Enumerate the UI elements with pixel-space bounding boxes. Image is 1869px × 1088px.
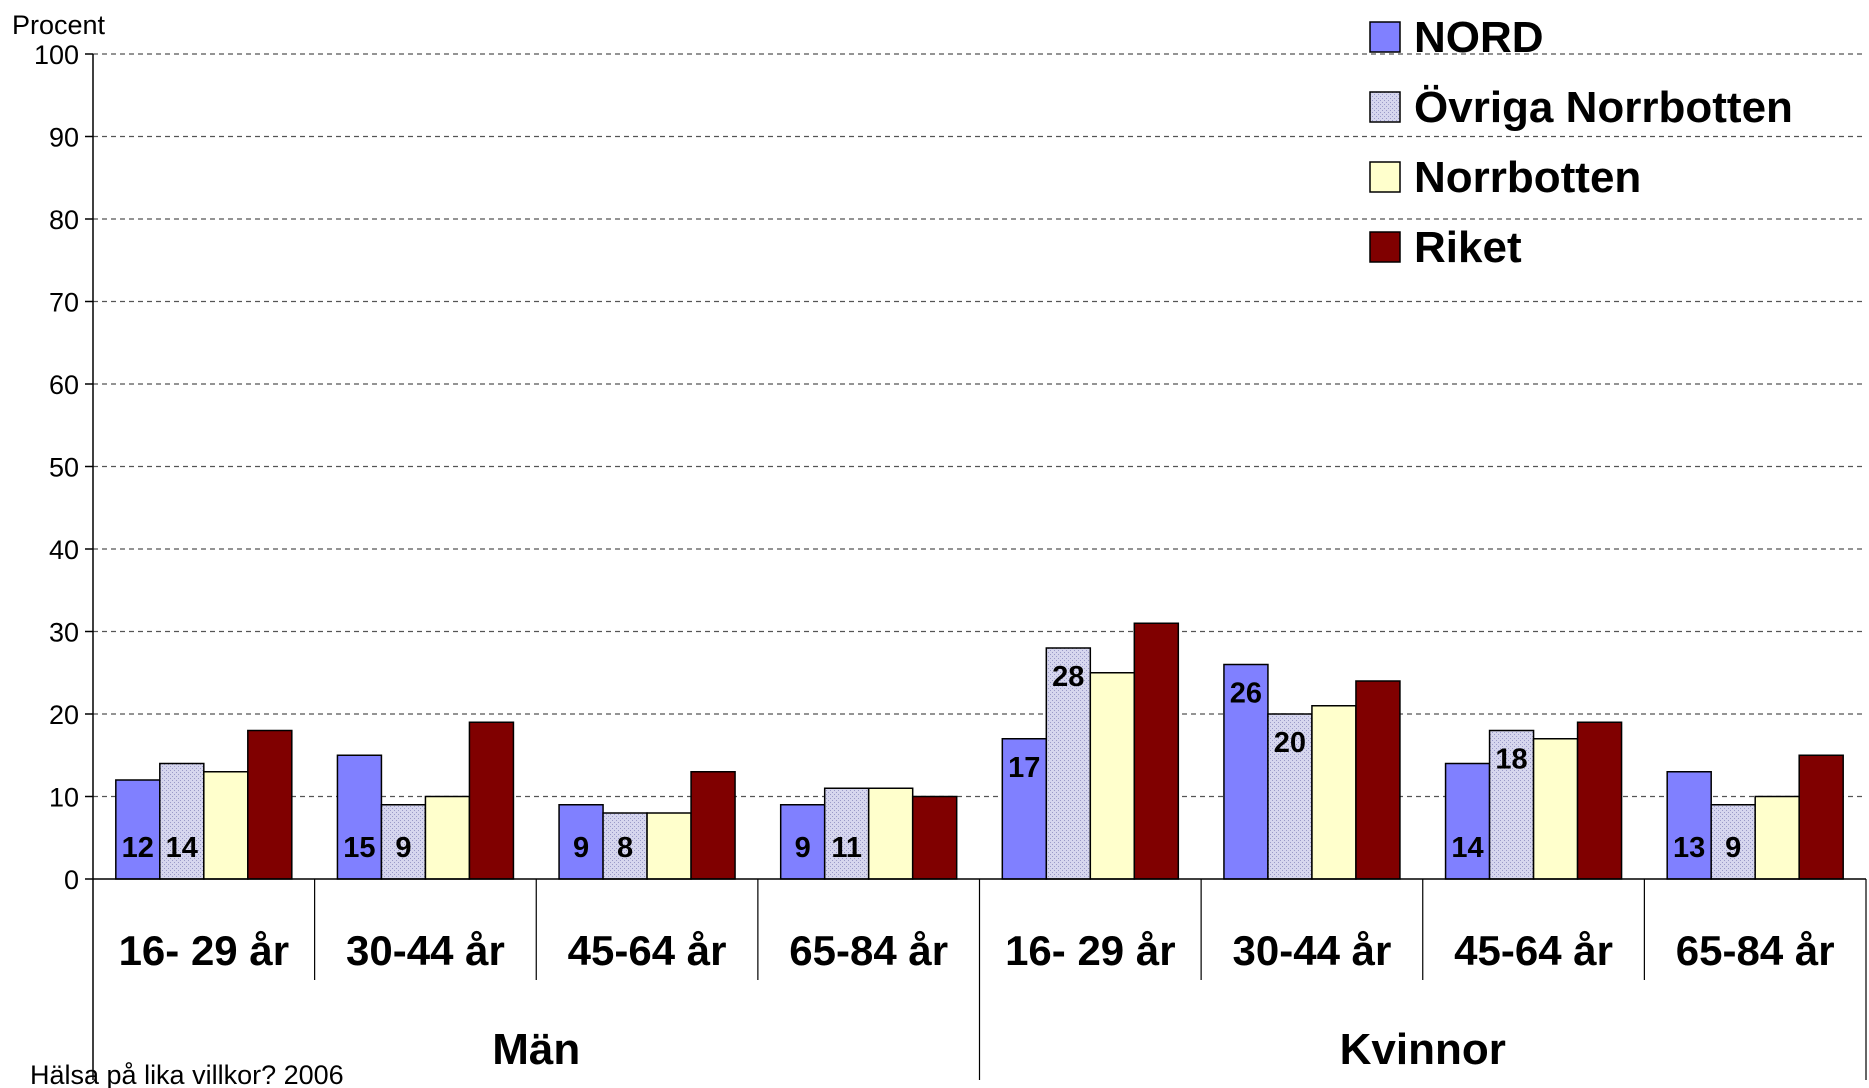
y-axis-label: Procent — [12, 10, 106, 40]
group-label: Män — [492, 1025, 580, 1074]
y-tick-label: 30 — [49, 618, 79, 648]
bar — [468, 721, 515, 880]
bar — [1133, 622, 1180, 880]
bar — [911, 795, 958, 880]
legend-label: Övriga Norrbotten — [1414, 83, 1793, 132]
y-tick-label: 20 — [49, 700, 79, 730]
x-tick-label: 30-44 år — [346, 927, 505, 974]
bar — [1754, 795, 1800, 880]
data-label: 13 — [1673, 832, 1705, 864]
legend-swatch — [1369, 161, 1401, 193]
x-tick-label: 65-84 år — [789, 927, 948, 974]
legend: NORD Övriga Norrbotten Norrbotten Riket — [1369, 13, 1793, 272]
data-label: 15 — [343, 832, 375, 864]
bar — [247, 729, 293, 880]
bar — [1444, 762, 1491, 880]
data-label: 20 — [1274, 727, 1306, 759]
y-tick-label: 60 — [49, 370, 79, 400]
bar — [646, 812, 692, 880]
data-label: 9 — [795, 832, 811, 864]
legend-swatch — [1369, 21, 1401, 53]
bar — [823, 787, 870, 880]
y-tick-label: 90 — [49, 123, 79, 153]
y-tick-label: 40 — [49, 535, 79, 565]
y-axis: 0 10 20 30 40 50 60 70 80 90 100 — [34, 40, 94, 1080]
x-tick-label: 65-84 år — [1676, 927, 1835, 974]
legend-label: Norrbotten — [1414, 153, 1641, 202]
bar — [1089, 672, 1136, 880]
x-tick-label: 45-64 år — [1454, 927, 1613, 974]
data-label: 11 — [831, 832, 862, 864]
bar — [867, 787, 914, 880]
source-note: Hälsa på lika villkor? 2006 — [30, 1060, 344, 1088]
bar — [424, 795, 471, 880]
data-label: 9 — [395, 832, 411, 864]
data-label: 28 — [1052, 661, 1084, 693]
data-label: 9 — [1725, 832, 1741, 864]
data-label: 8 — [617, 832, 633, 864]
y-tick-label: 100 — [34, 40, 79, 70]
data-label: 17 — [1008, 752, 1040, 784]
x-tick-label: 16- 29 år — [119, 927, 289, 974]
bar — [380, 804, 427, 880]
y-tick-label: 80 — [49, 205, 79, 235]
data-label: 26 — [1230, 678, 1262, 710]
bar — [1576, 721, 1623, 880]
bar — [1532, 738, 1579, 880]
bar — [203, 771, 249, 880]
legend-swatch — [1369, 91, 1401, 123]
y-tick-label: 50 — [49, 453, 79, 483]
bar — [336, 754, 383, 880]
gridlines — [93, 53, 1866, 798]
bar — [1798, 754, 1844, 880]
bar — [1223, 663, 1269, 880]
bar — [1355, 680, 1401, 880]
bar — [1488, 729, 1535, 880]
legend-label: NORD — [1414, 13, 1544, 62]
bar — [558, 804, 604, 880]
group-label: Kvinnor — [1340, 1025, 1506, 1074]
y-tick-label: 0 — [64, 865, 79, 895]
bar — [602, 812, 648, 880]
x-tick-label: 16- 29 år — [1005, 927, 1175, 974]
data-label: 14 — [166, 832, 198, 864]
x-tick-label: 45-64 år — [568, 927, 727, 974]
x-tick-label: 30-44 år — [1233, 927, 1392, 974]
bar — [1267, 713, 1313, 880]
y-tick-label: 10 — [49, 783, 79, 813]
bar — [690, 771, 736, 880]
y-tick-label: 70 — [49, 288, 79, 318]
data-label: 12 — [122, 832, 154, 864]
x-axis: 16- 29 år 30-44 år 45-64 år 65-84 år 16- 29 … — [93, 878, 1867, 1080]
data-label: 9 — [573, 832, 589, 864]
legend-swatch — [1369, 231, 1401, 263]
bar — [1311, 705, 1357, 880]
legend-label: Riket — [1414, 223, 1522, 272]
bar — [115, 779, 161, 880]
data-label: 14 — [1451, 832, 1483, 864]
data-label: 18 — [1495, 744, 1527, 776]
bar — [1001, 738, 1048, 880]
